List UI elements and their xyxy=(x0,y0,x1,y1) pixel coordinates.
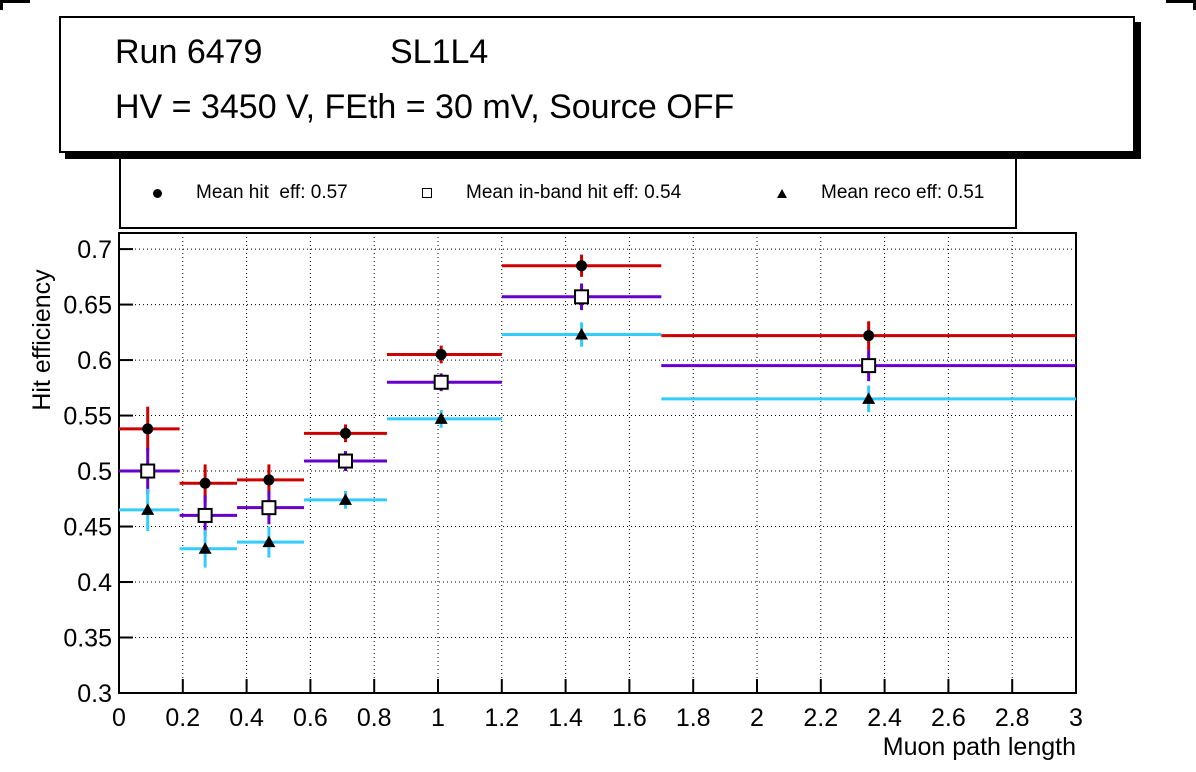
y-tick-label: 0.7 xyxy=(77,236,112,264)
x-tick-label: 0 xyxy=(112,704,126,732)
legend-box: Mean hit eff: 0.57 Mean in-band hit eff:… xyxy=(119,157,1017,229)
series-in-band-hit-eff-marker xyxy=(140,463,156,479)
series-in-band-hit-eff-marker xyxy=(574,289,590,305)
x-tick-label: 1.8 xyxy=(676,704,711,732)
x-tick-label: 2 xyxy=(750,704,764,732)
y-tick-label: 0.45 xyxy=(63,514,112,542)
series-in-band-hit-eff-marker xyxy=(197,507,213,523)
x-tick-label: 2.8 xyxy=(995,704,1030,732)
series-hit-eff-marker xyxy=(142,423,154,435)
y-tick-label: 0.55 xyxy=(63,403,112,431)
x-tick-label: 3 xyxy=(1069,704,1083,732)
series-in-band-hit-eff-marker xyxy=(433,374,449,390)
x-tick-label: 2.6 xyxy=(931,704,966,732)
series-reco-eff-marker xyxy=(338,493,352,505)
series-in-band-hit-eff-marker xyxy=(261,500,277,516)
series-hit-eff-marker xyxy=(339,427,351,439)
title-line-1: Run 6479 SL1L4 xyxy=(115,25,1133,80)
y-tick-label: 0.5 xyxy=(77,458,112,486)
y-tick-label: 0.65 xyxy=(63,292,112,320)
x-axis-title: Muon path length xyxy=(883,733,1076,761)
series-in-band-hit-eff-marker xyxy=(337,453,353,469)
y-tick-label: 0.4 xyxy=(77,569,112,597)
run-label: Run 6479 xyxy=(115,33,263,71)
x-tick-label: 1 xyxy=(431,704,445,732)
open-square-icon xyxy=(422,188,432,198)
legend-label: Mean hit eff: 0.57 xyxy=(196,182,348,203)
y-axis-title: Hit efficiency xyxy=(28,269,56,411)
series-reco-eff-marker xyxy=(141,503,155,515)
series-hit-eff-marker xyxy=(435,349,447,361)
x-tick-label: 2.4 xyxy=(867,704,902,732)
x-tick-label: 0.6 xyxy=(293,704,328,732)
x-tick-label: 1.4 xyxy=(548,704,583,732)
x-tick-label: 0.8 xyxy=(357,704,392,732)
legend-label: Mean in-band hit eff: 0.54 xyxy=(466,182,682,203)
canvas-border-corner xyxy=(1166,0,1196,3)
series-reco-eff-marker xyxy=(198,542,212,554)
y-tick-label: 0.3 xyxy=(77,680,112,708)
y-tick-label: 0.6 xyxy=(77,347,112,375)
filled-circle-icon xyxy=(153,188,162,198)
series-reco-eff-marker xyxy=(434,412,448,424)
x-tick-label: 1.2 xyxy=(484,704,519,732)
legend-entry-in-band-hit-eff: Mean in-band hit eff: 0.54 xyxy=(422,159,681,227)
title-line-2: HV = 3450 V, FEth = 30 mV, Source OFF xyxy=(115,88,735,126)
canvas-border-corner xyxy=(0,0,3,10)
series-reco-eff-marker xyxy=(862,392,876,404)
series-hit-eff-marker xyxy=(863,330,875,342)
legend-label: Mean reco eff: 0.51 xyxy=(821,182,985,203)
series-hit-eff-marker xyxy=(263,474,275,486)
series-hit-eff-marker xyxy=(576,260,588,272)
filled-triangle-icon xyxy=(777,188,787,198)
legend-entry-hit-eff: Mean hit eff: 0.57 xyxy=(153,159,348,227)
canvas-border-corner xyxy=(1193,0,1196,10)
x-tick-label: 1.6 xyxy=(612,704,647,732)
series-reco-eff-marker xyxy=(575,328,589,340)
title-box: Run 6479 SL1L4 HV = 3450 V, FEth = 30 mV,… xyxy=(59,16,1135,153)
y-tick-label: 0.35 xyxy=(63,625,112,653)
canvas-border-corner xyxy=(0,0,30,3)
layer-label: SL1L4 xyxy=(390,33,489,71)
x-tick-label: 0.2 xyxy=(165,704,200,732)
series-reco-eff-marker xyxy=(262,535,276,548)
x-tick-label: 0.4 xyxy=(229,704,264,732)
plot-frame xyxy=(118,232,1077,694)
legend-entry-reco-eff: Mean reco eff: 0.51 xyxy=(777,159,984,227)
series-hit-eff-marker xyxy=(199,477,211,489)
x-tick-label: 2.2 xyxy=(803,704,838,732)
series-in-band-hit-eff-marker xyxy=(861,358,877,374)
